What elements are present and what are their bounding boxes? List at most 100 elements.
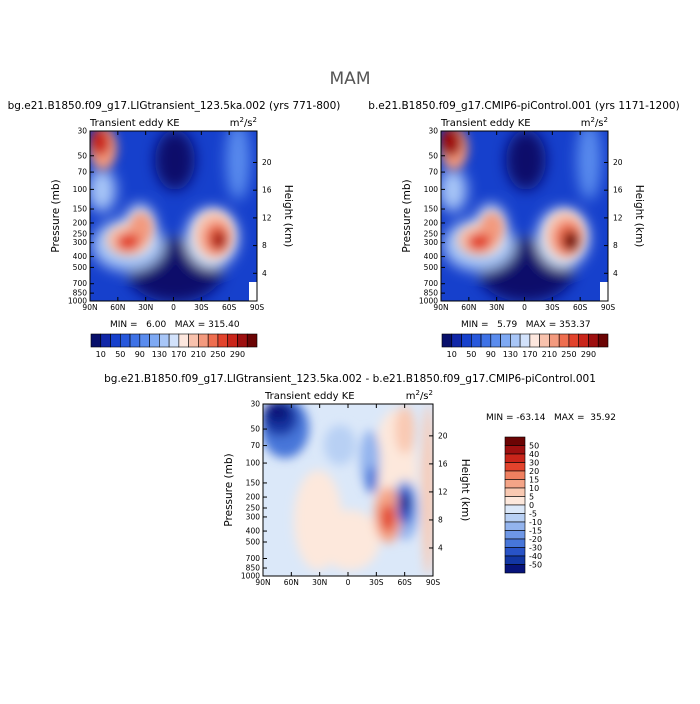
colorbar-swatch — [504, 470, 526, 480]
y2-tick-label: 12 — [262, 213, 272, 222]
colorbar-swatch — [461, 333, 472, 348]
colorbar-label: 40 — [529, 450, 539, 459]
panel-picontrol: b.e21.B1850.f09_g17.CMIP6-piControl.001 … — [368, 100, 679, 359]
colorbar-swatch — [168, 333, 180, 348]
panel-units: m2/s2 — [581, 116, 608, 129]
x-tick-label: 30S — [545, 303, 560, 312]
colorbar-swatch — [504, 479, 526, 489]
colorbar-label: 290 — [230, 350, 245, 359]
colorbar-swatch — [480, 333, 492, 348]
colorbar-label: 50 — [115, 350, 125, 359]
colorbar-swatch — [504, 496, 526, 506]
colorbar-swatch — [504, 436, 526, 446]
colorbar-swatch — [159, 333, 170, 348]
x-tick-label: 60S — [398, 578, 413, 587]
y-tick-label: 250 — [73, 229, 88, 238]
y2-axis-label: Height (km) — [633, 185, 645, 248]
axes: 90N 60N 30N 0 30S 60S 90S 30 50 70 100 150 200 250300… — [419, 127, 623, 313]
y-tick-label: 250 — [424, 229, 439, 238]
colorbar-swatch — [237, 333, 248, 348]
y2-tick-label: 16 — [613, 186, 623, 195]
y2-tick-label: 12 — [438, 487, 448, 496]
x-tick-label: 90S — [601, 303, 616, 312]
colorbar-label: 90 — [135, 350, 145, 359]
colorbar-swatch — [597, 333, 609, 348]
colorbar-swatch — [100, 333, 111, 348]
y-tick-label: 200 — [73, 218, 88, 227]
y-axis-label: Pressure (mb) — [401, 179, 413, 252]
x-tick-label: 90N — [82, 303, 97, 312]
colorbar: 10 50 90 130 170 210 250 290 — [90, 333, 258, 359]
y2-tick-label: 20 — [438, 431, 448, 440]
colorbar-swatch — [549, 333, 560, 348]
x-tick-label: 30S — [194, 303, 209, 312]
y-tick-label: 200 — [246, 493, 261, 502]
colorbar-swatch — [178, 333, 189, 348]
x-tick-label: 60S — [222, 303, 237, 312]
colorbar-label: 170 — [171, 350, 186, 359]
y2-tick-label: 16 — [262, 186, 272, 195]
figure-title: MAM — [330, 69, 371, 89]
colorbar-swatch — [504, 530, 526, 540]
colorbar-swatch — [490, 333, 501, 348]
colorbar-swatch — [504, 504, 526, 514]
y-tick-label: 30 — [428, 127, 438, 136]
x-tick-label: 90N — [255, 578, 270, 587]
y-tick-label: 100 — [246, 459, 261, 468]
panel-title: bg.e21.B1850.f09_g17.LIGtransient_123.5k… — [104, 373, 596, 385]
y2-axis-label: Height (km) — [282, 185, 294, 248]
x-tick-label: 30N — [138, 303, 153, 312]
colorbar-swatch — [217, 333, 229, 348]
y-tick-label: 500 — [424, 263, 439, 272]
y-tick-label: 850 — [73, 289, 88, 298]
colorbar-swatch — [504, 555, 526, 565]
colorbar-label: 30 — [529, 459, 539, 468]
colorbar-label: 20 — [529, 467, 539, 476]
colorbar-swatch — [568, 333, 580, 348]
y-axis-label: Pressure (mb) — [223, 453, 235, 526]
panel-units: m2/s2 — [406, 389, 433, 402]
y2-tick-label: 8 — [262, 241, 267, 250]
y-tick-label: 70 — [428, 168, 438, 177]
colorbar-label: 210 — [191, 350, 206, 359]
colorbar-label: 0 — [529, 501, 534, 510]
x-tick-label: 60N — [461, 303, 476, 312]
colorbar-swatch — [529, 333, 540, 348]
x-tick-label: 90S — [250, 303, 265, 312]
panel-units: m2/s2 — [230, 116, 257, 129]
y-tick-label: 500 — [73, 263, 88, 272]
panel-title: bg.e21.B1850.f09_g17.LIGtransient_123.5k… — [8, 100, 341, 112]
y-tick-label: 30 — [77, 127, 87, 136]
panel-subtitle: Transient eddy KE — [89, 118, 180, 129]
colorbar-swatch — [149, 333, 160, 348]
colorbar-swatch — [139, 333, 150, 348]
colorbar-swatch — [504, 487, 526, 497]
heatmap-field — [263, 404, 433, 576]
y-tick-label: 1000 — [419, 297, 438, 306]
y2-tick-label: 16 — [438, 459, 448, 468]
axes: 90N 60N 30N 0 30S 60S 90S 30 50 70 100 150 200 250300… — [241, 400, 448, 588]
colorbar-swatch — [441, 333, 453, 348]
panel-title: b.e21.B1850.f09_g17.CMIP6-piControl.001 … — [368, 100, 679, 112]
colorbar-label: 210 — [542, 350, 557, 359]
y2-tick-label: 20 — [262, 158, 272, 167]
colorbar-label: -15 — [529, 527, 542, 536]
colorbar-label: -50 — [529, 561, 542, 570]
x-tick-label: 60N — [110, 303, 125, 312]
colorbar-label: 170 — [522, 350, 537, 359]
colorbar-swatch — [129, 333, 141, 348]
colorbar-swatch — [198, 333, 209, 348]
colorbar-swatch — [504, 564, 526, 574]
min-max-text: MIN = 5.79 MAX = 353.37 — [461, 320, 591, 330]
colorbar-swatch — [558, 333, 570, 348]
y-tick-label: 700 — [73, 279, 88, 288]
colorbar-label: 130 — [152, 350, 167, 359]
colorbar-label: 10 — [96, 350, 106, 359]
y-axis-label: Pressure (mb) — [50, 179, 62, 252]
x-tick-label: 30N — [312, 578, 327, 587]
colorbar-label: 50 — [529, 442, 539, 451]
min-max-text: MIN = -63.14 MAX = 35.92 — [486, 413, 616, 423]
colorbar-label: 90 — [486, 350, 496, 359]
y2-tick-label: 8 — [613, 241, 618, 250]
x-tick-label: 30S — [369, 578, 384, 587]
